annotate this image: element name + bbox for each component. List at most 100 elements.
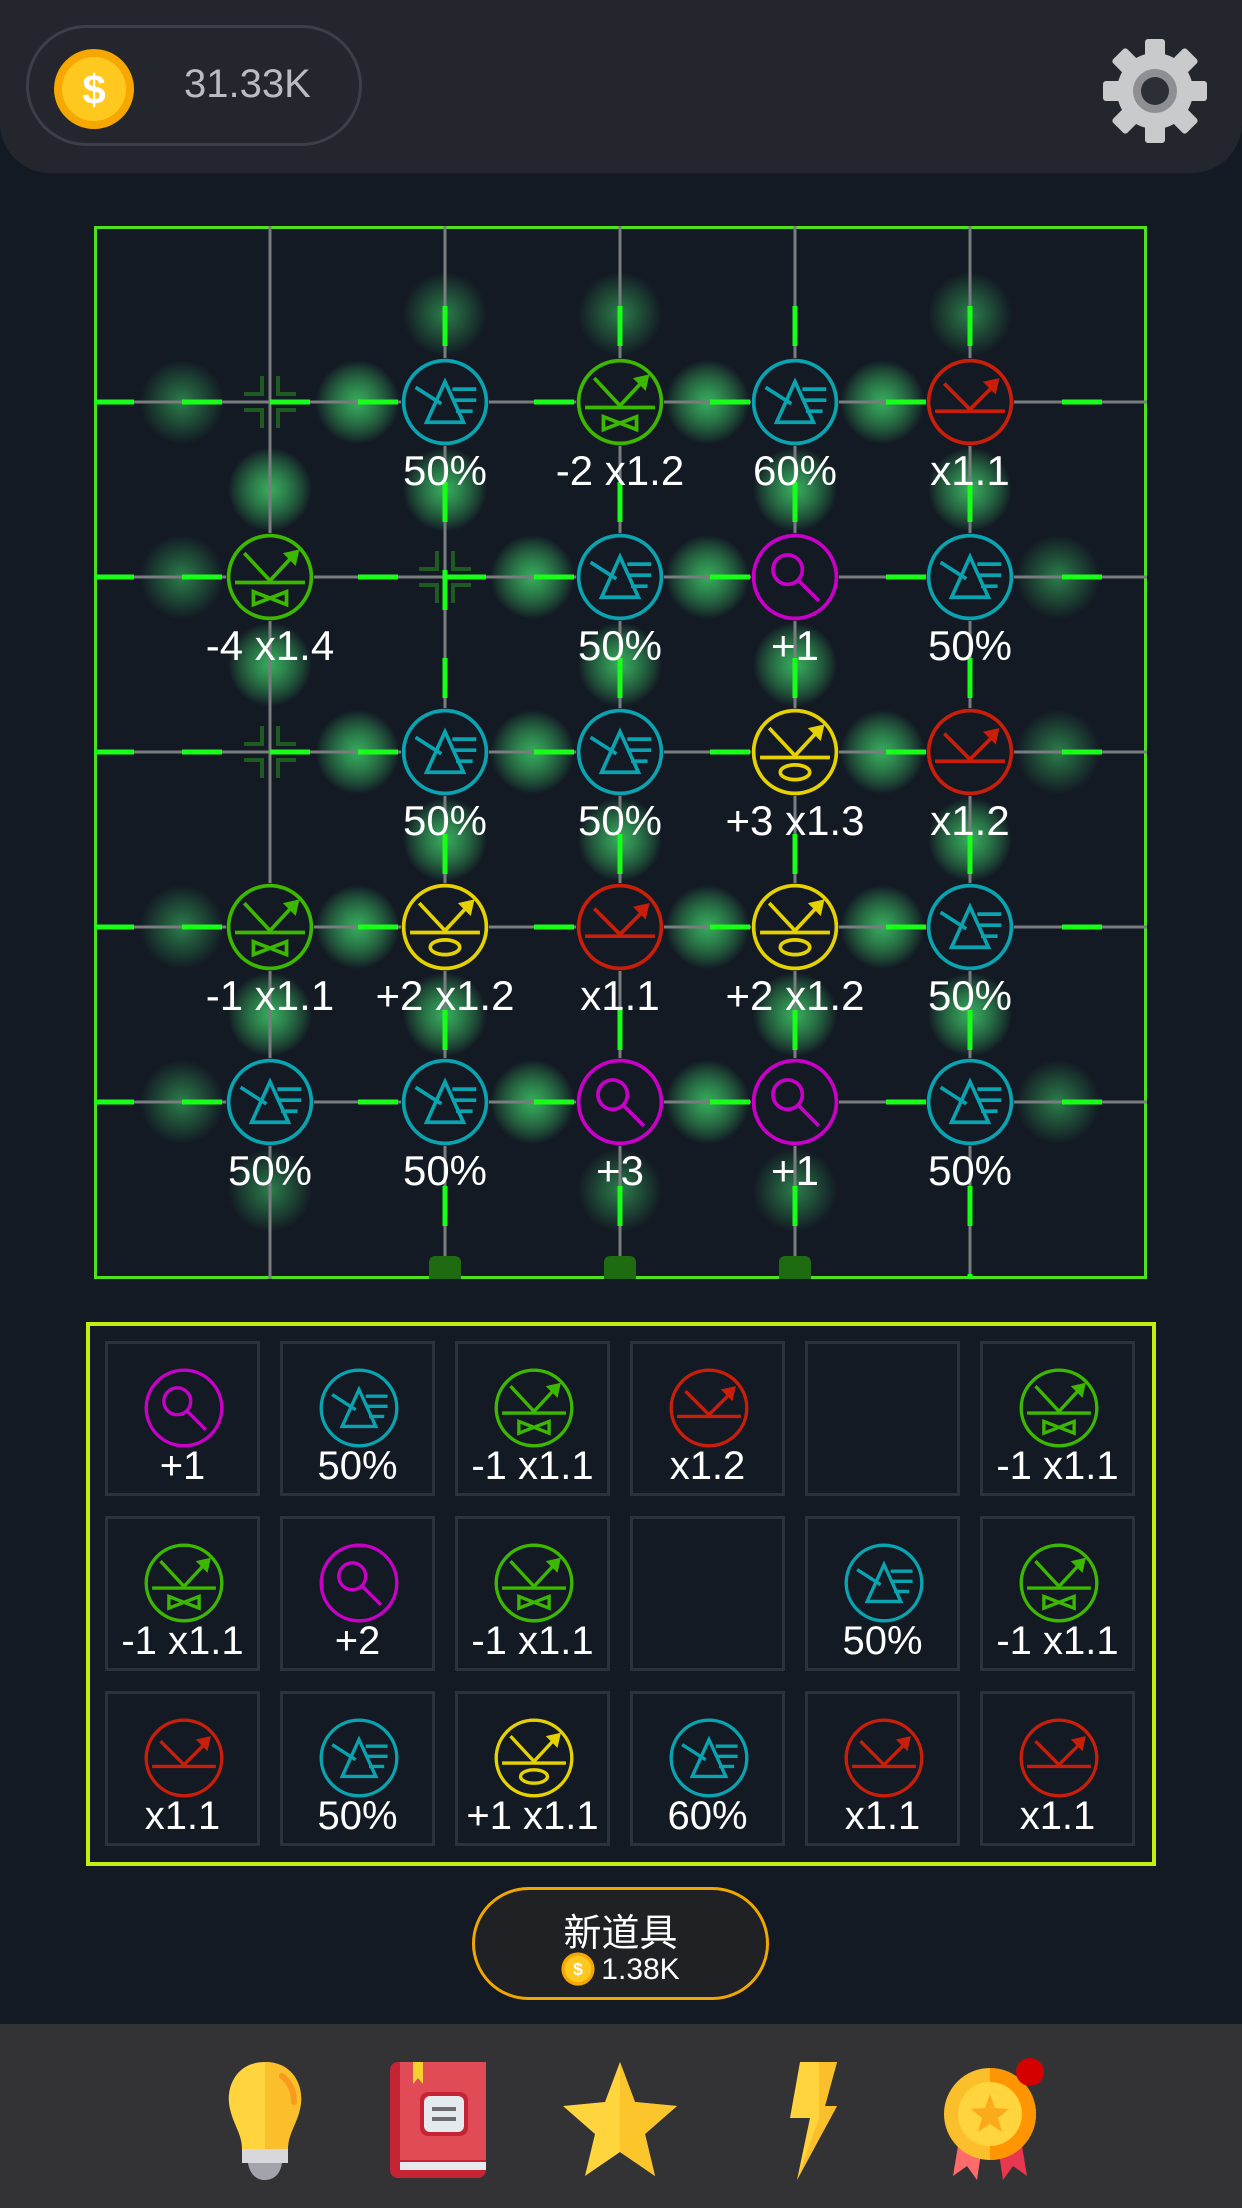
- gear-icon[interactable]: [1100, 36, 1210, 146]
- lens-icon: [494, 1718, 574, 1798]
- board-grid: [94, 226, 1147, 1279]
- book-icon[interactable]: [380, 2054, 510, 2184]
- item-label: x1.1: [930, 447, 1010, 494]
- item-label: x1.1: [144, 1794, 221, 1838]
- inventory-slot[interactable]: 50%: [280, 1691, 435, 1846]
- item-label: -1 x1.1: [996, 1619, 1119, 1663]
- inventory-slot[interactable]: x1.1: [805, 1691, 960, 1846]
- item-label: 50%: [317, 1444, 398, 1488]
- cell-bg: [226, 883, 314, 971]
- new-item-cost-value: 1.38K: [601, 1953, 680, 1986]
- item-label: 50%: [227, 1147, 313, 1194]
- inventory-slot[interactable]: +1 x1.1: [455, 1691, 610, 1846]
- new-item-title: 新道具: [563, 1913, 678, 1955]
- prism-icon: [319, 1368, 399, 1448]
- cell-bg: [401, 883, 489, 971]
- svg-text:$: $: [573, 1959, 583, 1979]
- empty-slot-marker: [244, 726, 296, 778]
- item-label: x1.1: [844, 1794, 921, 1838]
- inventory-slot[interactable]: -1 x1.1: [455, 1516, 610, 1671]
- item-label: 50%: [317, 1794, 398, 1838]
- inventory-slot[interactable]: -1 x1.1: [105, 1516, 260, 1671]
- item-label: 50%: [402, 797, 488, 844]
- mirror-icon: [144, 1718, 224, 1798]
- cell-bg: [926, 1058, 1014, 1146]
- cell-bg: [576, 358, 664, 446]
- medal-icon[interactable]: [925, 2054, 1055, 2184]
- empty-slot-marker: [419, 551, 471, 603]
- laser-emitter: [779, 1256, 811, 1279]
- inventory-slot[interactable]: x1.1: [980, 1691, 1135, 1846]
- item-label: +2: [334, 1619, 381, 1663]
- notification-badge: [1016, 2058, 1044, 2086]
- inventory-slot[interactable]: -1 x1.1: [980, 1516, 1135, 1671]
- item-label: -1 x1.1: [205, 972, 335, 1019]
- inventory-slot[interactable]: -1 x1.1: [980, 1341, 1135, 1496]
- game-board[interactable]: 50% -2 x1.2 60% x1.1 -4 x1.4 50% +1 50% 50% 50% +3…: [94, 226, 1147, 1279]
- item-label: -1 x1.1: [996, 1444, 1119, 1488]
- lightbulb-icon[interactable]: [200, 2054, 330, 2184]
- inventory-slot[interactable]: 50%: [280, 1341, 435, 1496]
- dollar-coin-icon: $: [561, 1952, 595, 1986]
- inventory-slot[interactable]: x1.2: [630, 1341, 785, 1496]
- mirror-icon: [669, 1368, 749, 1448]
- prism-icon: [669, 1718, 749, 1798]
- item-label: x1.2: [669, 1444, 746, 1488]
- bottom-nav: [0, 2024, 1242, 2208]
- item-label: 50%: [402, 1147, 488, 1194]
- top-bar: $ 31.33K: [0, 0, 1242, 173]
- inventory-slot[interactable]: +2: [280, 1516, 435, 1671]
- item-label: +2 x1.2: [725, 972, 865, 1019]
- splitter-icon: [1019, 1543, 1099, 1623]
- item-label: 50%: [402, 447, 488, 494]
- item-label: 50%: [577, 622, 663, 669]
- item-label: 50%: [577, 797, 663, 844]
- item-label: 50%: [927, 1147, 1013, 1194]
- laser-emitter: [604, 1256, 636, 1279]
- item-label: -1 x1.1: [121, 1619, 244, 1663]
- lightning-icon[interactable]: [755, 2054, 885, 2184]
- cell-bg: [926, 708, 1014, 796]
- cell-bg: [926, 533, 1014, 621]
- empty-slot-marker: [244, 376, 296, 428]
- inventory-slot-empty[interactable]: [805, 1341, 960, 1496]
- star-icon[interactable]: [555, 2054, 685, 2184]
- inventory-slot[interactable]: x1.1: [105, 1691, 260, 1846]
- coin-balance: $ 31.33K: [26, 25, 362, 146]
- cell-bg: [576, 708, 664, 796]
- laser-emitter: [429, 1256, 461, 1279]
- inventory-slot-empty[interactable]: [630, 1516, 785, 1671]
- cell-bg: [401, 358, 489, 446]
- item-label: -1 x1.1: [471, 1444, 594, 1488]
- item-label: 50%: [927, 972, 1013, 1019]
- splitter-icon: [494, 1368, 574, 1448]
- item-label: +1 x1.1: [466, 1794, 599, 1838]
- inventory-slot[interactable]: 60%: [630, 1691, 785, 1846]
- magnifier-icon: [319, 1543, 399, 1623]
- inventory-slot[interactable]: 50%: [805, 1516, 960, 1671]
- item-label: -2 x1.2: [555, 447, 685, 494]
- item-label: 50%: [842, 1619, 923, 1663]
- prism-icon: [319, 1718, 399, 1798]
- cell-bg: [751, 533, 839, 621]
- cell-bg: [751, 883, 839, 971]
- splitter-icon: [494, 1543, 574, 1623]
- item-label: x1.1: [1019, 1794, 1096, 1838]
- item-label: 60%: [667, 1794, 748, 1838]
- splitter-icon: [1019, 1368, 1099, 1448]
- cell-bg: [576, 883, 664, 971]
- cell-bg: [226, 1058, 314, 1146]
- item-label: +3 x1.3: [725, 797, 865, 844]
- inventory-slot[interactable]: -1 x1.1: [455, 1341, 610, 1496]
- splitter-icon: [144, 1543, 224, 1623]
- svg-text:$: $: [82, 66, 105, 113]
- inventory-slot[interactable]: +1: [105, 1341, 260, 1496]
- new-item-button[interactable]: 新道具 $1.38K: [472, 1887, 769, 2000]
- item-label: +1: [159, 1444, 206, 1488]
- cell-bg: [751, 358, 839, 446]
- item-label: -1 x1.1: [471, 1619, 594, 1663]
- mirror-icon: [1019, 1718, 1099, 1798]
- cell-bg: [751, 708, 839, 796]
- item-label: -4 x1.4: [205, 622, 335, 669]
- cell-bg: [576, 1058, 664, 1146]
